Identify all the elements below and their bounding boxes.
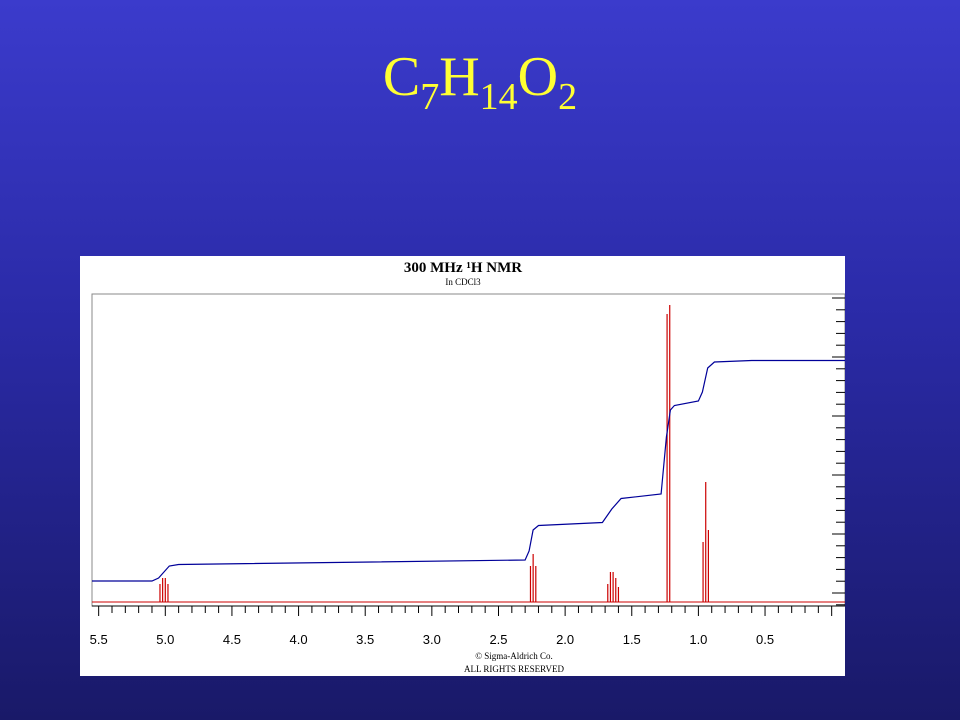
x-tick-label: 0.5 — [756, 632, 774, 647]
slide-title-formula: C7H14O2 — [0, 42, 960, 116]
x-tick-label: 1.0 — [689, 632, 707, 647]
formula-h-subscript: 14 — [479, 76, 518, 118]
x-tick-label: 3.0 — [423, 632, 441, 647]
spectrum-series — [92, 305, 845, 603]
nmr-spectrum-panel: 300 MHz ¹H NMR In CDCl3 5.5 5.0 4.5 4.0 3.5 3… — [80, 256, 845, 676]
nmr-spectrum-chart: 300 MHz ¹H NMR In CDCl3 5.5 5.0 4.5 4.0 3.5 3… — [90, 260, 845, 674]
formula-c-subscript: 7 — [420, 76, 440, 118]
x-tick-label: 3.5 — [356, 632, 374, 647]
x-tick-label: 1.5 — [623, 632, 641, 647]
axis-tick-labels: 5.5 5.0 4.5 4.0 3.5 3.0 2.5 2.0 1.5 1.0 0.5 — [90, 632, 774, 647]
chart-title: 300 MHz ¹H NMR — [404, 260, 522, 276]
x-tick-label: 4.0 — [290, 632, 308, 647]
plot-frame — [91, 293, 845, 607]
axis-ticks — [92, 297, 845, 616]
credit-line-1: © Sigma-Aldrich Co. — [475, 651, 553, 661]
formula-h: H — [439, 46, 480, 108]
x-tick-label: 2.0 — [556, 632, 574, 647]
formula-c: C — [382, 46, 421, 108]
x-tick-label: 5.5 — [90, 632, 108, 647]
x-tick-label: 5.0 — [156, 632, 174, 647]
integral-curve — [92, 359, 845, 582]
x-tick-label: 2.5 — [489, 632, 507, 647]
x-tick-label: 4.5 — [223, 632, 241, 647]
formula-o-subscript: 2 — [558, 76, 578, 118]
formula-o: O — [517, 46, 559, 108]
chart-subtitle: In CDCl3 — [445, 277, 481, 287]
credit-line-2: ALL RIGHTS RESERVED — [464, 664, 564, 674]
